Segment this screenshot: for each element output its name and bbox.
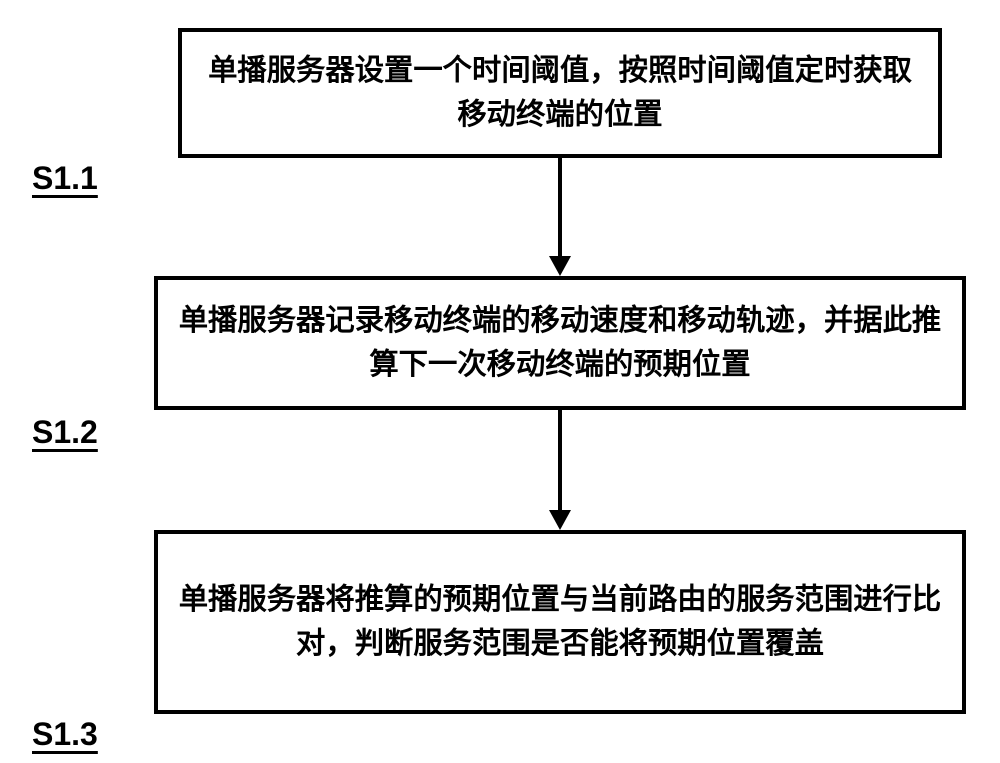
step-label-s1-3: S1.3 <box>32 716 98 753</box>
step-label-s1-1: S1.1 <box>32 160 98 197</box>
step-label-text: S1.1 <box>32 160 98 196</box>
flow-node-text: 单播服务器记录移动终端的移动速度和移动轨迹，并据此推算下一次移动终端的预期位置 <box>178 299 942 387</box>
flow-node-text: 单播服务器设置一个时间阈值，按照时间阈值定时获取移动终端的位置 <box>202 49 918 137</box>
flow-node-text: 单播服务器将推算的预期位置与当前路由的服务范围进行比对，判断服务范围是否能将预期… <box>178 578 942 666</box>
flow-node-s1-2: 单播服务器记录移动终端的移动速度和移动轨迹，并据此推算下一次移动终端的预期位置 <box>154 276 966 410</box>
flowchart-canvas: 单播服务器设置一个时间阈值，按照时间阈值定时获取移动终端的位置 单播服务器记录移… <box>0 0 1000 763</box>
step-label-s1-2: S1.2 <box>32 414 98 451</box>
flow-node-s1-3: 单播服务器将推算的预期位置与当前路由的服务范围进行比对，判断服务范围是否能将预期… <box>154 530 966 714</box>
flow-node-s1-1: 单播服务器设置一个时间阈值，按照时间阈值定时获取移动终端的位置 <box>178 28 942 158</box>
step-label-text: S1.2 <box>32 414 98 450</box>
step-label-text: S1.3 <box>32 716 98 752</box>
flow-arrow <box>538 158 582 276</box>
flow-arrow <box>538 410 582 530</box>
